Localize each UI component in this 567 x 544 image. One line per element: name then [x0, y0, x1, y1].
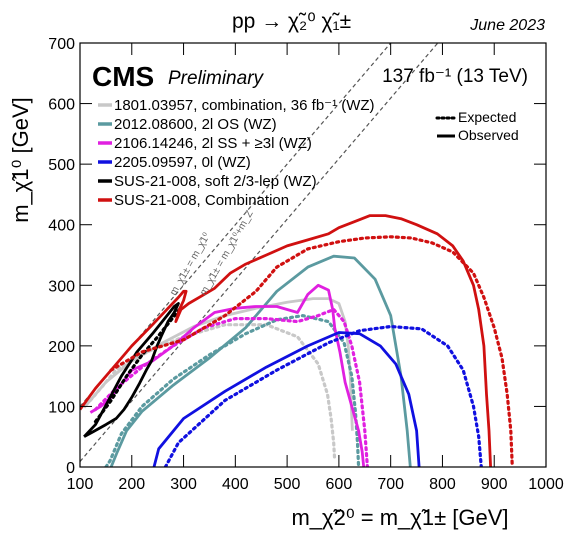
style-legend-label: Observed — [458, 127, 519, 143]
expected-curve-1 — [88, 323, 337, 463]
observed-curve-4 — [152, 331, 421, 467]
y-tick-label: 400 — [48, 218, 75, 235]
lumi-label: 137 fb⁻¹ (13 TeV) — [382, 66, 528, 87]
x-tick-label: 700 — [377, 476, 404, 493]
cms-label: CMS — [92, 61, 154, 92]
observed-curve-3 — [89, 283, 366, 467]
x-tick-label: 500 — [274, 476, 301, 493]
legend-entry-label: 2106.14246, 2l SS + ≥3l (WZ) — [114, 135, 312, 152]
legend-entry-label: 2205.09597, 0l (WZ) — [114, 154, 251, 171]
date-label: June 2023 — [469, 17, 545, 34]
process-title: pp → χ̃₂⁰ χ̃₁± — [232, 10, 351, 33]
observed-curve-5 — [83, 302, 180, 438]
x-tick-label: 1000 — [528, 476, 564, 493]
expected-curve-6 — [109, 235, 514, 467]
expected-curve-2 — [104, 313, 361, 467]
expected-curve-3 — [93, 307, 369, 467]
x-axis-label-text: m_χ̃2⁰ = m_χ̃1± [GeV] — [291, 505, 508, 530]
legend-entry-label: SUS-21-008, soft 2/3-lep (WZ) — [114, 173, 317, 190]
x-axis-label: m_χ̃2⁰ = m_χ̃1± [GeV] — [291, 505, 508, 530]
x-axis-ticks: 100 200 300 400 500 600 700 800 900 1000 — [67, 43, 564, 493]
x-tick-label: 300 — [170, 476, 197, 493]
legend-entry-label: 2012.08600, 2l OS (WZ) — [114, 116, 277, 133]
expected-curve-5 — [93, 307, 181, 424]
diagonal-line-2 — [80, 43, 439, 462]
observed-curve-2 — [109, 254, 412, 467]
preliminary-label: Preliminary — [168, 68, 265, 89]
style-legend: Expected Observed — [435, 109, 519, 143]
y-tick-label: 500 — [48, 157, 75, 174]
y-axis-ticks: 0 100 200 300 400 500 600 700 — [48, 36, 546, 477]
x-tick-label: 900 — [481, 476, 508, 493]
x-tick-label: 100 — [67, 476, 94, 493]
y-axis-label: m_χ̃1⁰ [GeV] — [8, 97, 33, 223]
x-tick-label: 200 — [118, 476, 145, 493]
expected-curve-4 — [163, 324, 483, 467]
y-tick-label: 100 — [48, 399, 75, 416]
y-tick-label: 600 — [48, 97, 75, 114]
x-tick-label: 600 — [326, 476, 353, 493]
diagonal-lines — [80, 43, 439, 462]
x-tick-label: 800 — [429, 476, 456, 493]
legend-entry-label: SUS-21-008, Combination — [114, 192, 289, 209]
y-tick-label: 700 — [48, 36, 75, 53]
x-tick-label: 400 — [222, 476, 249, 493]
y-tick-label: 200 — [48, 339, 75, 356]
y-tick-label: 300 — [48, 278, 75, 295]
plot-frame — [79, 42, 547, 468]
observed-curve-6 — [80, 214, 492, 467]
diagonal-line-1 — [80, 43, 392, 407]
legend-entry-label: 1801.03957, combination, 36 fb⁻¹ (WZ) — [114, 97, 375, 114]
exclusion-curves — [80, 214, 514, 467]
legend: 1801.03957, combination, 36 fb⁻¹ (WZ) 201… — [98, 97, 375, 209]
y-tick-label: 0 — [66, 460, 75, 477]
style-legend-label: Expected — [458, 109, 516, 125]
